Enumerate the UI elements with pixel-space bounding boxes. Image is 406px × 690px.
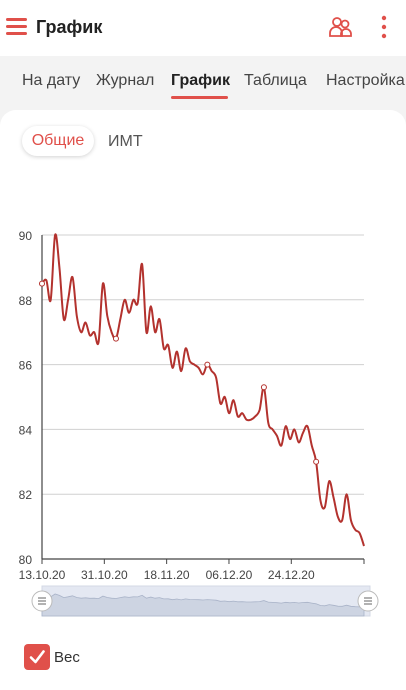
- tab-on-date[interactable]: На дату: [22, 72, 81, 89]
- tab-bar: На дату Журнал График Таблица Настройка: [0, 56, 406, 108]
- y-tick-label: 84: [19, 423, 33, 437]
- x-tick-label: 31.10.20: [81, 568, 128, 582]
- data-point-marker: [313, 458, 320, 465]
- active-tab-indicator: [171, 96, 228, 99]
- tab-settings[interactable]: Настройка: [326, 72, 405, 89]
- tab-journal[interactable]: Журнал: [96, 72, 155, 89]
- data-point-marker: [39, 280, 45, 287]
- weight-series-line: [41, 233, 365, 547]
- x-tick-label: 24.12.20: [268, 568, 315, 582]
- range-overview-area: [41, 593, 365, 617]
- data-point-marker: [112, 335, 119, 342]
- page-title: График: [36, 17, 103, 37]
- range-handle-right[interactable]: [357, 590, 379, 612]
- x-tick-label: 18.11.20: [144, 568, 190, 582]
- x-tick-label: 06.12.20: [206, 568, 253, 582]
- segment-general[interactable]: Общие: [22, 126, 94, 156]
- y-tick-label: 90: [19, 229, 33, 243]
- users-icon[interactable]: [328, 14, 354, 40]
- legend-label-weight: Вес: [54, 648, 80, 666]
- more-vert-icon[interactable]: [374, 14, 394, 40]
- menu-icon[interactable]: [6, 16, 28, 38]
- weight-checkbox[interactable]: [24, 644, 50, 670]
- y-tick-label: 80: [19, 553, 33, 567]
- legend: Вес: [24, 644, 80, 670]
- y-tick-label: 82: [19, 488, 33, 502]
- check-icon: [29, 650, 45, 664]
- data-point-marker: [204, 361, 211, 368]
- range-handle-left[interactable]: [31, 590, 53, 612]
- tab-table[interactable]: Таблица: [244, 72, 307, 89]
- segment-bmi[interactable]: ИМТ: [108, 133, 143, 150]
- y-tick-label: 88: [19, 294, 33, 308]
- tab-chart[interactable]: График: [171, 72, 230, 89]
- y-tick-label: 86: [19, 359, 33, 373]
- x-tick-label: 13.10.20: [19, 568, 66, 582]
- app-bar: График: [0, 0, 406, 56]
- data-point-marker: [260, 384, 267, 391]
